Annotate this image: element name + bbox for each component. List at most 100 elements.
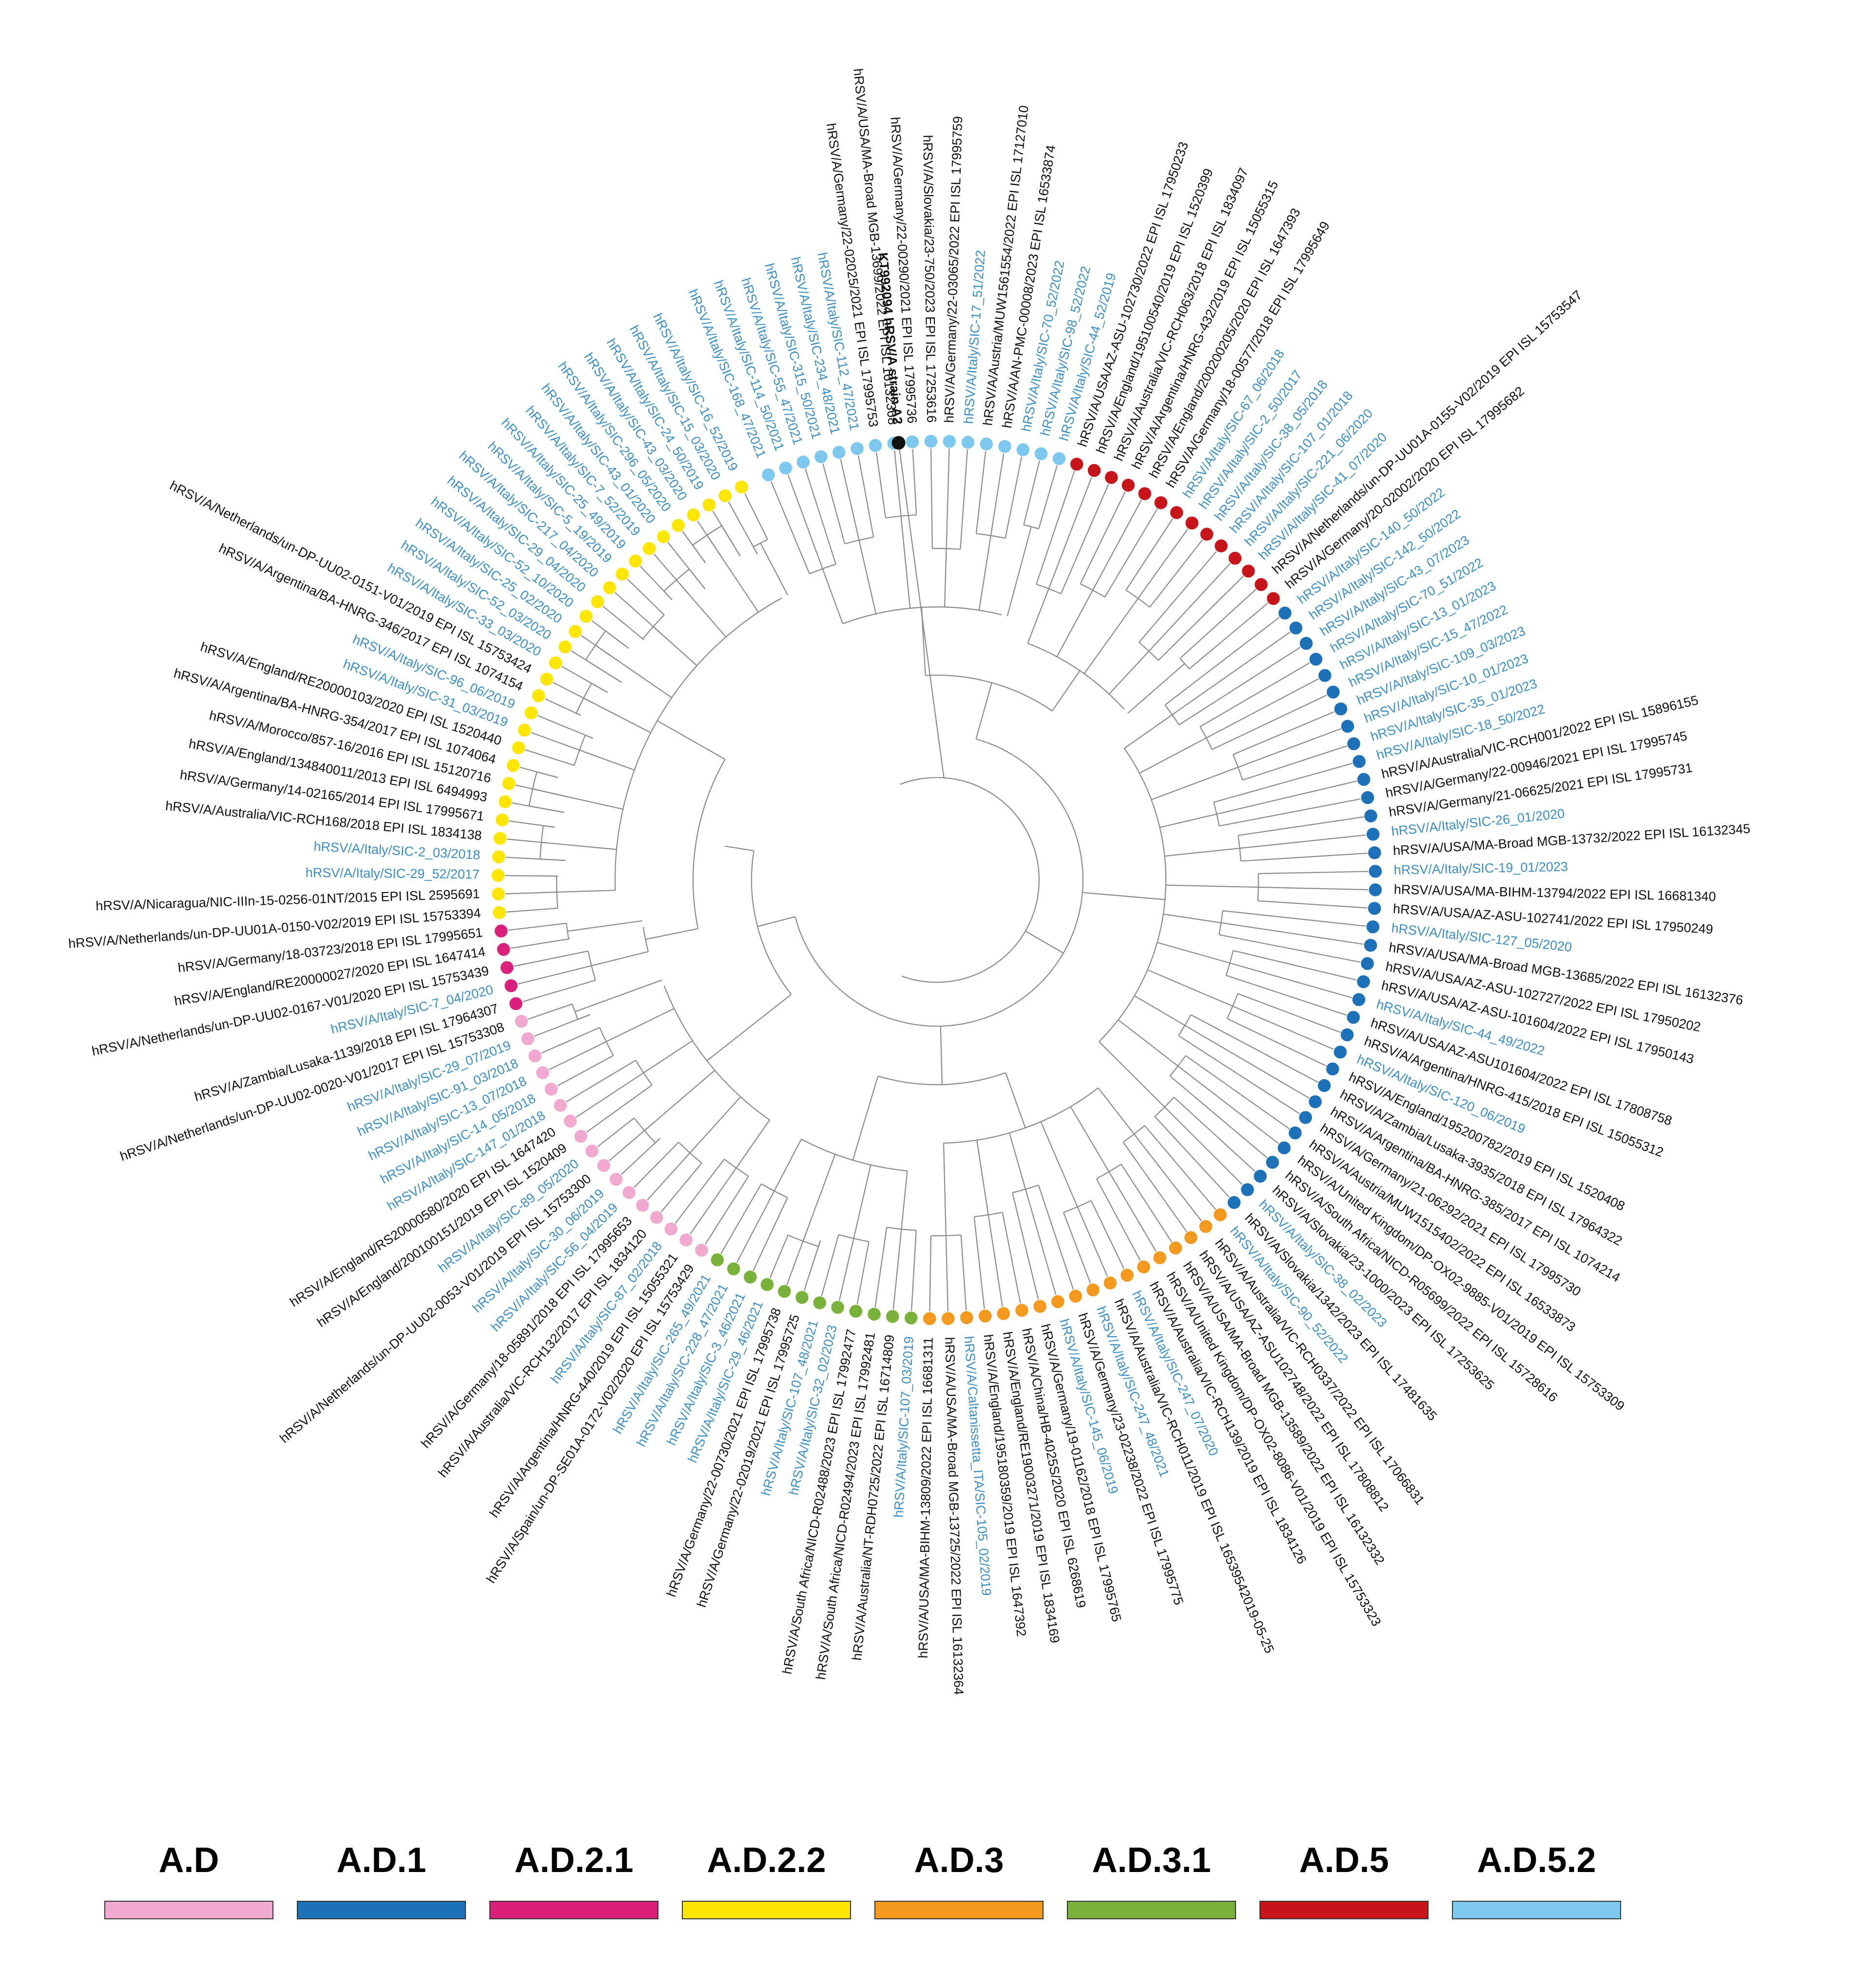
tip-node-ad	[514, 1014, 529, 1029]
tip-node-ad3	[1136, 1259, 1151, 1274]
tip-label: hRSV/A/Italy/SIC-107_03/2019	[891, 1336, 916, 1518]
terminal-branch	[1303, 1018, 1342, 1034]
tip-node-ad3	[1032, 1299, 1047, 1314]
tip-node-ad	[649, 1210, 664, 1225]
tip-node-ad22	[642, 541, 657, 556]
terminal-branch	[1320, 834, 1368, 840]
tip-node-ad22	[656, 529, 671, 544]
tip-label: hRSV/A/USA/MA-Broad MGB-13725/2022 EPI I…	[942, 1337, 966, 1695]
tip-node-ad22	[686, 507, 701, 522]
terminal-branch	[516, 972, 563, 985]
terminal-branch	[1252, 631, 1292, 659]
tip-node-ad3	[996, 1306, 1011, 1321]
tip-node-ad1	[1367, 901, 1382, 916]
phylogenetic-tree: hRSV/A/Italy/SIC-168_47/2021hRSV/A/Italy…	[68, 68, 1751, 1695]
terminal-branch	[1283, 678, 1320, 698]
tip-node-ad1	[1366, 919, 1380, 935]
tip-node-ad5	[1154, 495, 1168, 510]
terminal-branch	[1041, 1244, 1057, 1296]
terminal-branch	[1101, 1221, 1125, 1270]
terminal-branch	[1220, 1140, 1257, 1173]
terminal-branch	[565, 1071, 618, 1103]
terminal-branch	[1156, 1188, 1188, 1233]
tip-node-ad5	[1184, 516, 1199, 530]
tip-node-ad52	[997, 439, 1012, 454]
tip-label: hRSV/A/Nicaragua/NIC-IIIn-15-0256-01NT/2…	[96, 886, 480, 913]
terminal-branch	[1190, 1179, 1217, 1211]
tip-node-ad31	[710, 1252, 725, 1268]
terminal-branch	[995, 1261, 1004, 1308]
tip-node-ad22	[702, 497, 716, 512]
terminal-branch	[892, 1263, 899, 1311]
tip-labels: hRSV/A/Italy/SIC-168_47/2021hRSV/A/Italy…	[68, 68, 1751, 1695]
tip-node-ad1	[1346, 736, 1361, 751]
terminal-branch	[929, 1265, 931, 1313]
tip-node-ad5	[1121, 478, 1136, 493]
terminal-branch	[1152, 527, 1189, 578]
terminal-branch	[1265, 1053, 1319, 1084]
tip-node-ad31	[726, 1261, 741, 1276]
terminal-branch	[505, 838, 546, 843]
terminal-branch	[910, 1271, 914, 1312]
terminal-branch	[1246, 1098, 1291, 1130]
terminal-branch	[1304, 935, 1365, 945]
tip-node-ad22	[568, 624, 583, 639]
tip-node-ad1	[1346, 1010, 1361, 1025]
terminal-branch	[1321, 904, 1369, 909]
tip-node-ad52	[778, 461, 793, 475]
terminal-branch	[735, 1215, 762, 1264]
tip-node-ad3	[1213, 1208, 1228, 1222]
tip-node-ad1	[1308, 1094, 1323, 1109]
legend-swatch	[297, 1901, 466, 1919]
tip-node-ad52	[850, 441, 865, 456]
tip-node-ad52	[961, 435, 975, 450]
terminal-branch	[1255, 646, 1302, 677]
tip-label: hRSV/A/Italy/SIC-19_01/2023	[1393, 859, 1568, 878]
tip-node-ad22	[491, 868, 505, 883]
terminal-branch	[1325, 816, 1365, 823]
terminal-branch	[505, 908, 546, 913]
terminal-branch	[752, 1229, 774, 1272]
terminal-branch	[1308, 762, 1354, 777]
tip-node-ad31	[885, 1309, 900, 1324]
tip-node-ad3	[1014, 1303, 1029, 1318]
terminal-branch	[504, 892, 552, 895]
tip-node-ad22	[531, 688, 546, 703]
tip-node-ad3	[1068, 1289, 1083, 1304]
tip-node-ad5	[1228, 551, 1242, 566]
terminal-branch	[1122, 498, 1142, 535]
terminal-branch	[1290, 995, 1348, 1016]
tip-node-ad3	[1120, 1268, 1135, 1283]
tip-node-ad1	[1309, 652, 1323, 667]
terminal-branch	[547, 1049, 591, 1071]
tip-node-ad1	[1363, 808, 1378, 823]
tip-node-ad1	[1340, 1028, 1354, 1042]
terminal-branch	[1045, 464, 1058, 504]
tip-node-ad1	[1288, 1126, 1303, 1140]
tip-node-ad52	[813, 449, 829, 464]
terminal-branch	[1139, 1191, 1173, 1244]
legend-label: A.D.2.1	[514, 1841, 633, 1880]
tip-node-ad31	[760, 1277, 774, 1292]
tip-node-ad5	[1266, 591, 1281, 606]
tip-node-ad	[521, 1032, 535, 1046]
terminal-branch	[1285, 727, 1343, 750]
terminal-branch	[1025, 459, 1041, 519]
tip-node-ad52	[1052, 451, 1066, 466]
terminal-branch	[575, 1088, 621, 1118]
tip-node-ad22	[491, 887, 506, 901]
terminal-branch	[1118, 1219, 1141, 1262]
clade-legend: A.D A.D.1 A.D.2.1 A.D.2.2 A.D.3 A.D.3.1 A.D.5 A…	[104, 1841, 1621, 1919]
legend-swatch	[104, 1901, 273, 1919]
terminal-branch	[719, 1202, 752, 1255]
tip-label: hRSV/A/USA/MA-BIHM-13809/2022 EPI ISL 16…	[916, 1337, 936, 1658]
tip-node-ad1	[1276, 1140, 1292, 1155]
tip-node-ad31	[849, 1304, 863, 1319]
terminal-branch	[1076, 1246, 1092, 1285]
terminal-branch	[556, 1067, 593, 1087]
terminal-branch	[1133, 507, 1159, 549]
terminal-branch	[1231, 1107, 1280, 1145]
terminal-branch	[727, 500, 758, 555]
tip-node-ad5	[1137, 486, 1152, 501]
tip-label: hRSV/A/Germany/22-03065/2022 EPI ISL 179…	[942, 116, 965, 423]
